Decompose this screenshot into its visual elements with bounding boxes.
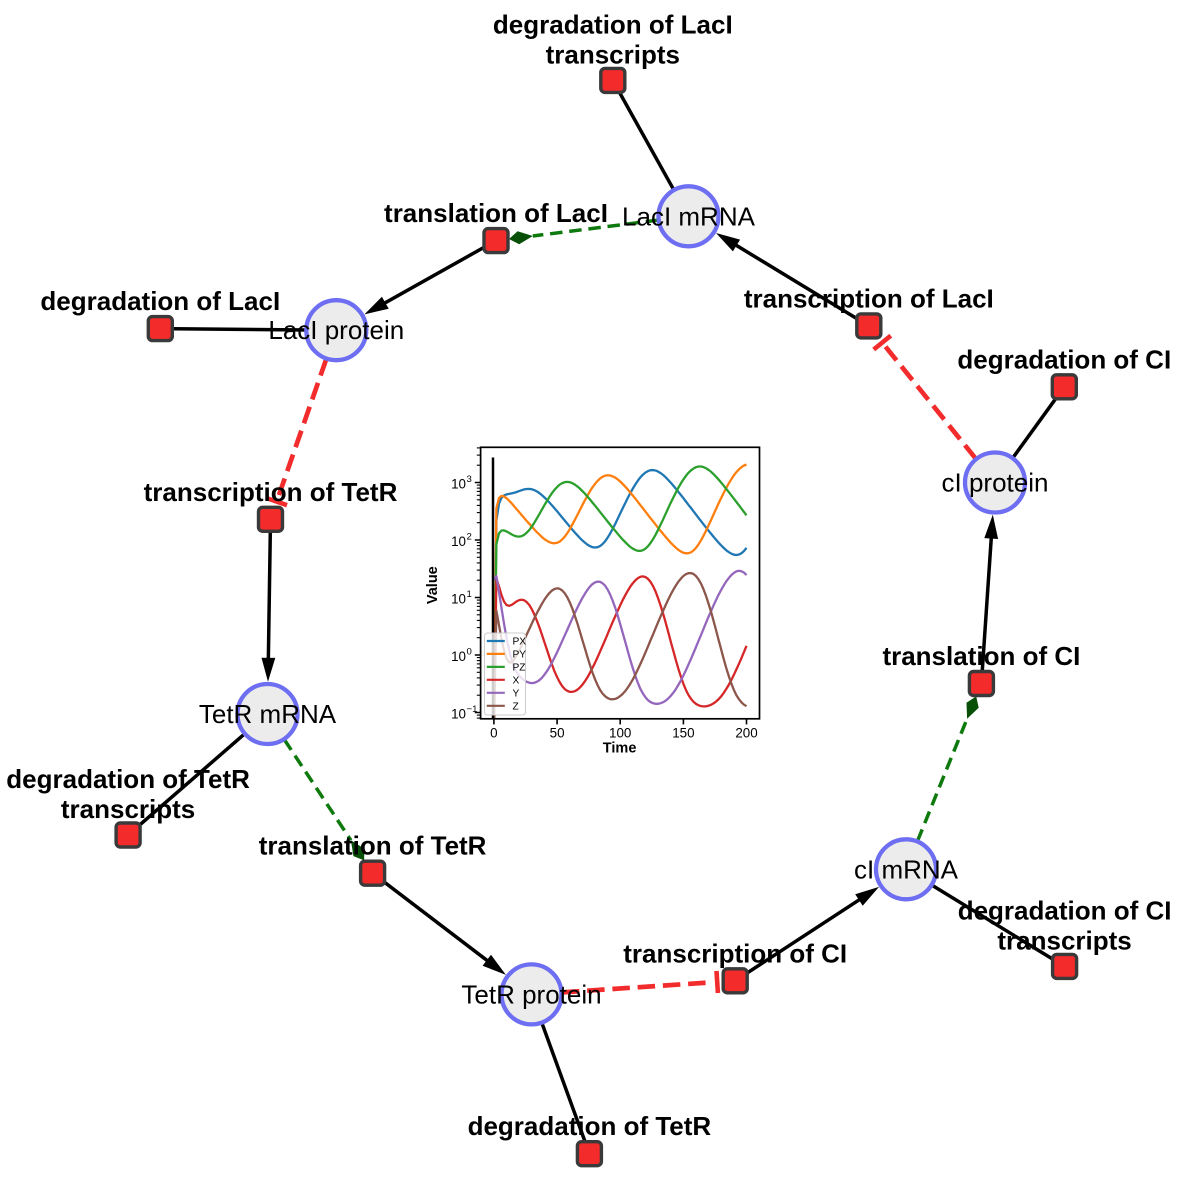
svg-text:200: 200 [735,725,757,740]
svg-text:translation of LacI: translation of LacI [384,198,608,228]
svg-text:PZ: PZ [513,663,526,674]
svg-text:LacI mRNA: LacI mRNA [622,201,756,231]
svg-text:PX: PX [513,637,527,648]
svg-text:10: 10 [451,649,466,664]
svg-text:translation of CI: translation of CI [882,641,1080,671]
svg-text:degradation of CI: degradation of CI [957,344,1171,374]
svg-text:transcripts: transcripts [997,925,1131,955]
svg-text:10: 10 [451,591,466,606]
svg-text:50: 50 [550,725,565,740]
svg-text:10: 10 [451,476,466,491]
svg-text:transcripts: transcripts [546,39,680,69]
svg-text:Time: Time [603,741,637,757]
svg-text:degradation of LacI: degradation of LacI [493,9,733,39]
svg-text:degradation of TetR: degradation of TetR [468,1111,712,1141]
svg-text:degradation of CI: degradation of CI [958,895,1172,925]
svg-text:cI protein: cI protein [942,468,1049,498]
svg-text:translation of TetR: translation of TetR [259,831,487,861]
svg-text:transcription of TetR: transcription of TetR [144,477,398,507]
svg-text:degradation of LacI: degradation of LacI [40,286,280,316]
svg-text:150: 150 [672,725,694,740]
svg-text:X: X [513,675,520,686]
svg-text:cI mRNA: cI mRNA [854,854,959,884]
svg-text:10: 10 [451,706,466,721]
svg-text:1: 1 [467,589,472,600]
svg-text:transcription of CI: transcription of CI [623,938,847,968]
svg-text:0: 0 [490,725,497,740]
svg-text:100: 100 [609,725,631,740]
svg-text:transcription of LacI: transcription of LacI [744,283,994,313]
svg-text:Y: Y [513,688,520,699]
svg-text:TetR mRNA: TetR mRNA [199,699,337,729]
svg-text:TetR protein: TetR protein [461,979,601,1009]
svg-text:PY: PY [513,650,527,661]
svg-text:degradation of TetR: degradation of TetR [6,764,250,794]
svg-text:transcripts: transcripts [61,794,195,824]
svg-text:2: 2 [467,532,472,543]
svg-text:0: 0 [467,647,472,658]
svg-text:Value: Value [425,566,441,604]
svg-text:3: 3 [467,474,472,485]
svg-text:−1: −1 [467,704,478,715]
svg-text:10: 10 [451,534,466,549]
svg-text:LacI protein: LacI protein [268,315,404,345]
svg-text:Z: Z [513,701,519,712]
